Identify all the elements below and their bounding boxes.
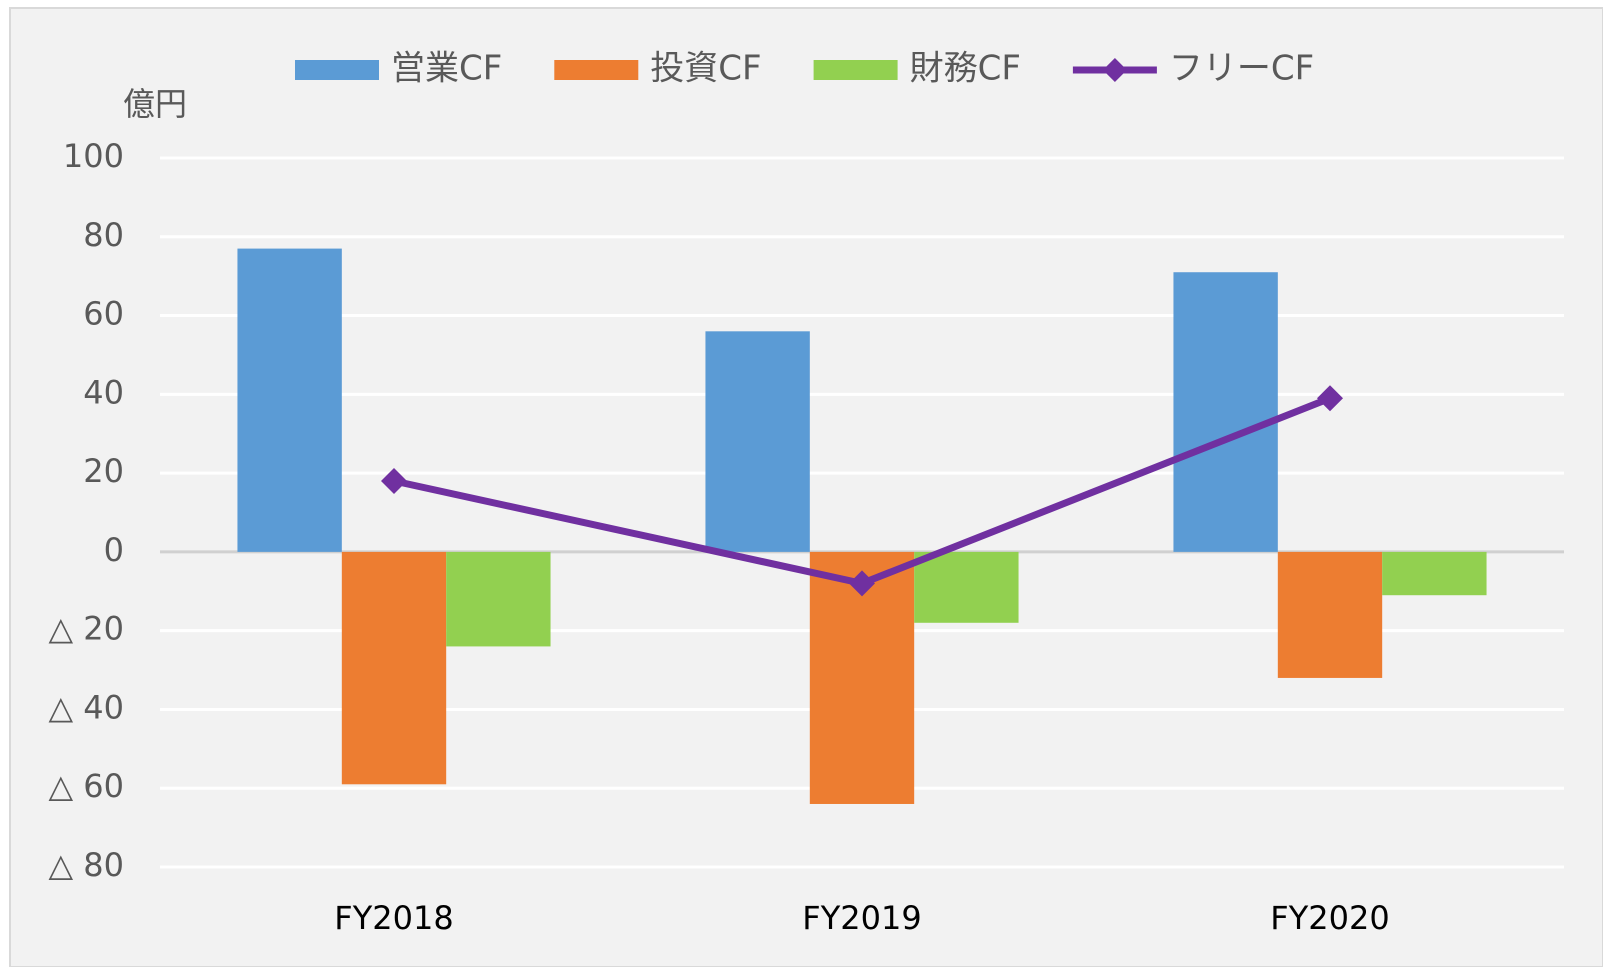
bar — [1277, 551, 1383, 678]
x-tick-label: FY2018 — [334, 899, 453, 937]
legend-label: フリーCF — [1169, 49, 1314, 89]
x-tick-label: FY2019 — [802, 899, 921, 937]
line-marker — [1317, 385, 1343, 412]
y-tick-label: 40 — [83, 373, 124, 411]
bar — [446, 551, 551, 647]
y-tick-label: △ 80 — [49, 846, 125, 884]
line-marker — [381, 467, 407, 494]
y-tick-label: △ 60 — [49, 767, 125, 805]
y-tick-label: 20 — [83, 452, 124, 490]
y-tick-label: △ 40 — [49, 688, 125, 726]
legend-label: 投資CF — [650, 49, 761, 89]
line-marker — [849, 570, 875, 597]
legend-swatch — [554, 60, 639, 80]
legend-label: 営業CF — [391, 49, 502, 89]
bar — [237, 248, 342, 552]
y-tick-label: 80 — [83, 216, 124, 254]
bar — [1382, 551, 1487, 596]
bar — [341, 551, 447, 785]
x-tick-label: FY2020 — [1270, 899, 1389, 937]
legend-swatch — [295, 60, 379, 80]
y-tick-label: △ 20 — [49, 610, 125, 648]
legend-marker — [1102, 58, 1127, 82]
legend-label: 財務CF — [910, 49, 1021, 89]
y-tick-label: 100 — [63, 137, 124, 175]
y-tick-label: 60 — [83, 295, 124, 333]
bar — [705, 331, 810, 552]
bar — [914, 551, 1019, 623]
legend-swatch — [813, 60, 898, 80]
y-axis-label: 億円 — [123, 85, 187, 123]
y-tick-label: 0 — [104, 531, 124, 569]
bar — [1173, 272, 1278, 552]
